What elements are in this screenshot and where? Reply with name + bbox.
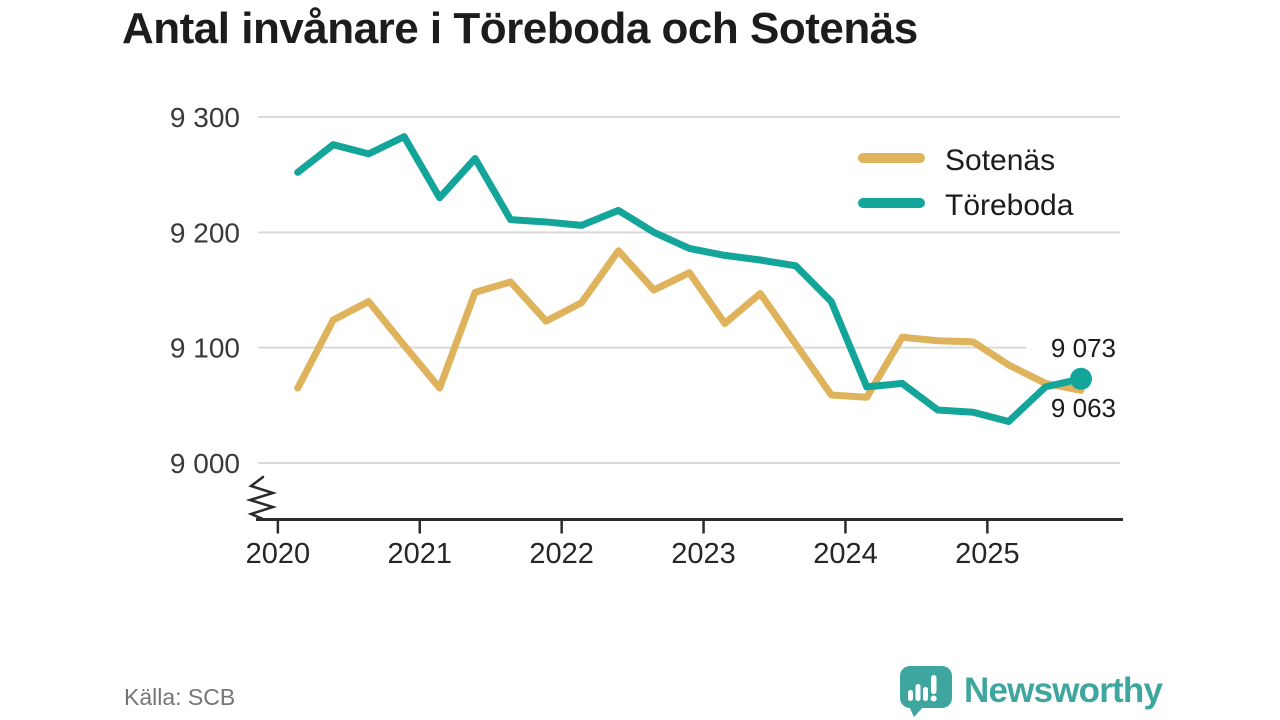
legend-label-sotenas: Sotenäs xyxy=(945,144,1055,177)
legend-swatch-sotenas xyxy=(858,153,925,163)
x-tick-label: 2022 xyxy=(529,538,594,570)
end-value-label-sotenas: 9 063 xyxy=(1051,393,1116,423)
series-end-dot-toreboda xyxy=(1070,367,1093,390)
newsworthy-logo: Newsworthy xyxy=(897,662,1163,719)
axis-break-icon xyxy=(245,475,278,521)
y-tick-label: 9 200 xyxy=(170,217,240,248)
x-tick-label: 2021 xyxy=(388,538,453,570)
y-tick-label: 9 000 xyxy=(170,448,240,479)
x-tick-label: 2025 xyxy=(955,538,1020,570)
legend-swatch-toreboda xyxy=(858,198,925,208)
x-tick-label: 2023 xyxy=(671,538,736,570)
y-tick-label: 9 100 xyxy=(170,333,240,364)
y-tick-label: 9 300 xyxy=(170,102,240,133)
chart-title: Antal invånare i Töreboda och Sotenäs xyxy=(122,4,918,53)
legend-label-toreboda: Töreboda xyxy=(945,189,1074,222)
end-value-label-toreboda: 9 073 xyxy=(1051,333,1116,363)
x-tick-label: 2024 xyxy=(813,538,878,570)
source-caption: Källa: SCB xyxy=(124,684,236,710)
newsworthy-wordmark: Newsworthy xyxy=(964,670,1163,710)
x-tick-label: 2020 xyxy=(246,538,311,570)
label-backing xyxy=(1026,335,1120,363)
series-line-toreboda xyxy=(294,133,1085,425)
series-line-sotenas xyxy=(294,247,1085,401)
newsworthy-icon xyxy=(900,666,952,717)
